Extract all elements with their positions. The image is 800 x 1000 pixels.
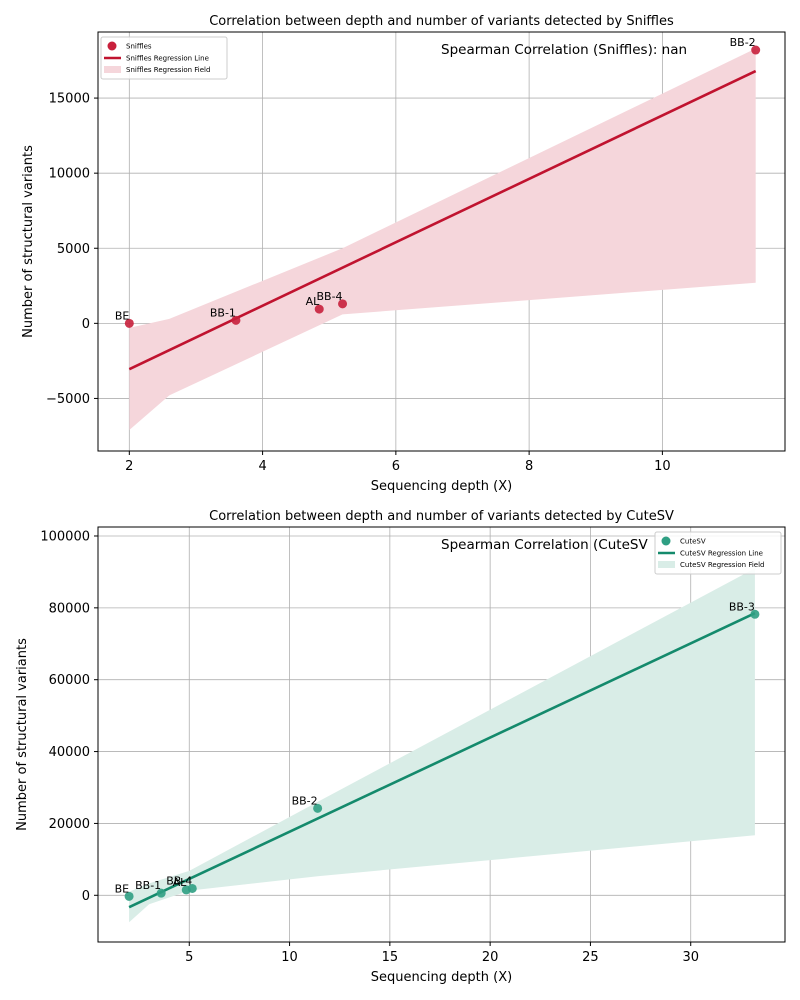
data-point (750, 609, 760, 619)
x-tick-label: 6 (392, 459, 400, 474)
data-point (156, 888, 166, 898)
x-tick-label: 15 (382, 950, 399, 965)
point-label: BB-4 (166, 874, 192, 887)
data-point (124, 891, 134, 901)
legend-label-points: Sniffles (126, 43, 152, 51)
legend-label-band: Sniffles Regression Field (126, 66, 210, 74)
point-label: BB-2 (292, 794, 318, 807)
point-label: BE (115, 309, 130, 322)
legend-marker-band (658, 561, 675, 568)
y-tick-label: 0 (82, 317, 90, 332)
x-tick-label: 10 (281, 950, 298, 965)
x-axis-label: Sequencing depth (X) (371, 479, 512, 494)
x-tick-label: 25 (582, 950, 599, 965)
y-tick-label: −5000 (46, 392, 90, 407)
legend: CuteSV CuteSV Regression Line CuteSV Regre… (654, 531, 782, 575)
point-label: BB-1 (135, 879, 161, 892)
x-tick-label: 8 (525, 459, 533, 474)
y-tick-label: 15000 (49, 92, 90, 107)
x-tick-label: 10 (654, 459, 671, 474)
legend-marker-points (661, 536, 671, 546)
y-tick-label: 100000 (40, 529, 90, 544)
y-tick-label: 10000 (49, 167, 90, 182)
point-label: BB-1 (210, 306, 236, 319)
y-axis-label: Number of structural variants (21, 145, 36, 338)
x-tick-label: 20 (482, 950, 499, 965)
data-point (314, 304, 324, 314)
legend-box (654, 531, 782, 575)
correlation-annotation: Spearman Correlation (Sniffles): nan (441, 42, 687, 58)
regression-band (129, 48, 756, 430)
legend-label-line: CuteSV Regression Line (680, 550, 763, 558)
point-label: AL (173, 876, 188, 889)
x-tick-label: 4 (258, 459, 266, 474)
x-tick-label: 2 (125, 459, 133, 474)
y-axis-label: Number of structural variants (15, 638, 30, 831)
legend-label-band: CuteSV Regression Field (680, 561, 765, 569)
data-point (187, 883, 197, 893)
point-label: BE (115, 882, 130, 895)
plot-frame (97, 526, 786, 943)
legend-label-points: CuteSV (680, 538, 706, 546)
point-label: BB-3 (729, 600, 755, 613)
point-label: BB-4 (316, 290, 342, 303)
y-tick-label: 0 (82, 889, 90, 904)
chart-title: Correlation between depth and number of … (209, 509, 674, 524)
legend-marker-band (104, 66, 121, 73)
data-point (124, 318, 134, 328)
legend: Sniffles Sniffles Regression Line Sniffles… (100, 36, 228, 80)
data-point (313, 803, 323, 813)
data-point (751, 45, 761, 55)
y-tick-label: 60000 (49, 673, 90, 688)
y-tick-label: 20000 (49, 817, 90, 832)
x-axis-label: Sequencing depth (X) (371, 970, 512, 985)
regression-line (128, 612, 756, 909)
x-tick-label: 5 (185, 950, 193, 965)
legend-marker-points (107, 41, 117, 51)
y-tick-label: 40000 (49, 745, 90, 760)
y-tick-label: 80000 (49, 601, 90, 616)
correlation-annotation: Spearman Correlation (CuteSV (441, 537, 648, 553)
regression-band (129, 568, 755, 923)
point-label: AL (306, 295, 321, 308)
legend-label-line: Sniffles Regression Line (126, 55, 209, 63)
data-point (231, 315, 241, 325)
plot-frame (97, 31, 786, 452)
legend-box (100, 36, 228, 80)
x-tick-label: 30 (682, 950, 699, 965)
chart-title: Correlation between depth and number of … (209, 14, 674, 29)
y-tick-label: 5000 (57, 242, 90, 257)
data-point (338, 299, 348, 309)
point-label: BB-2 (730, 36, 756, 49)
